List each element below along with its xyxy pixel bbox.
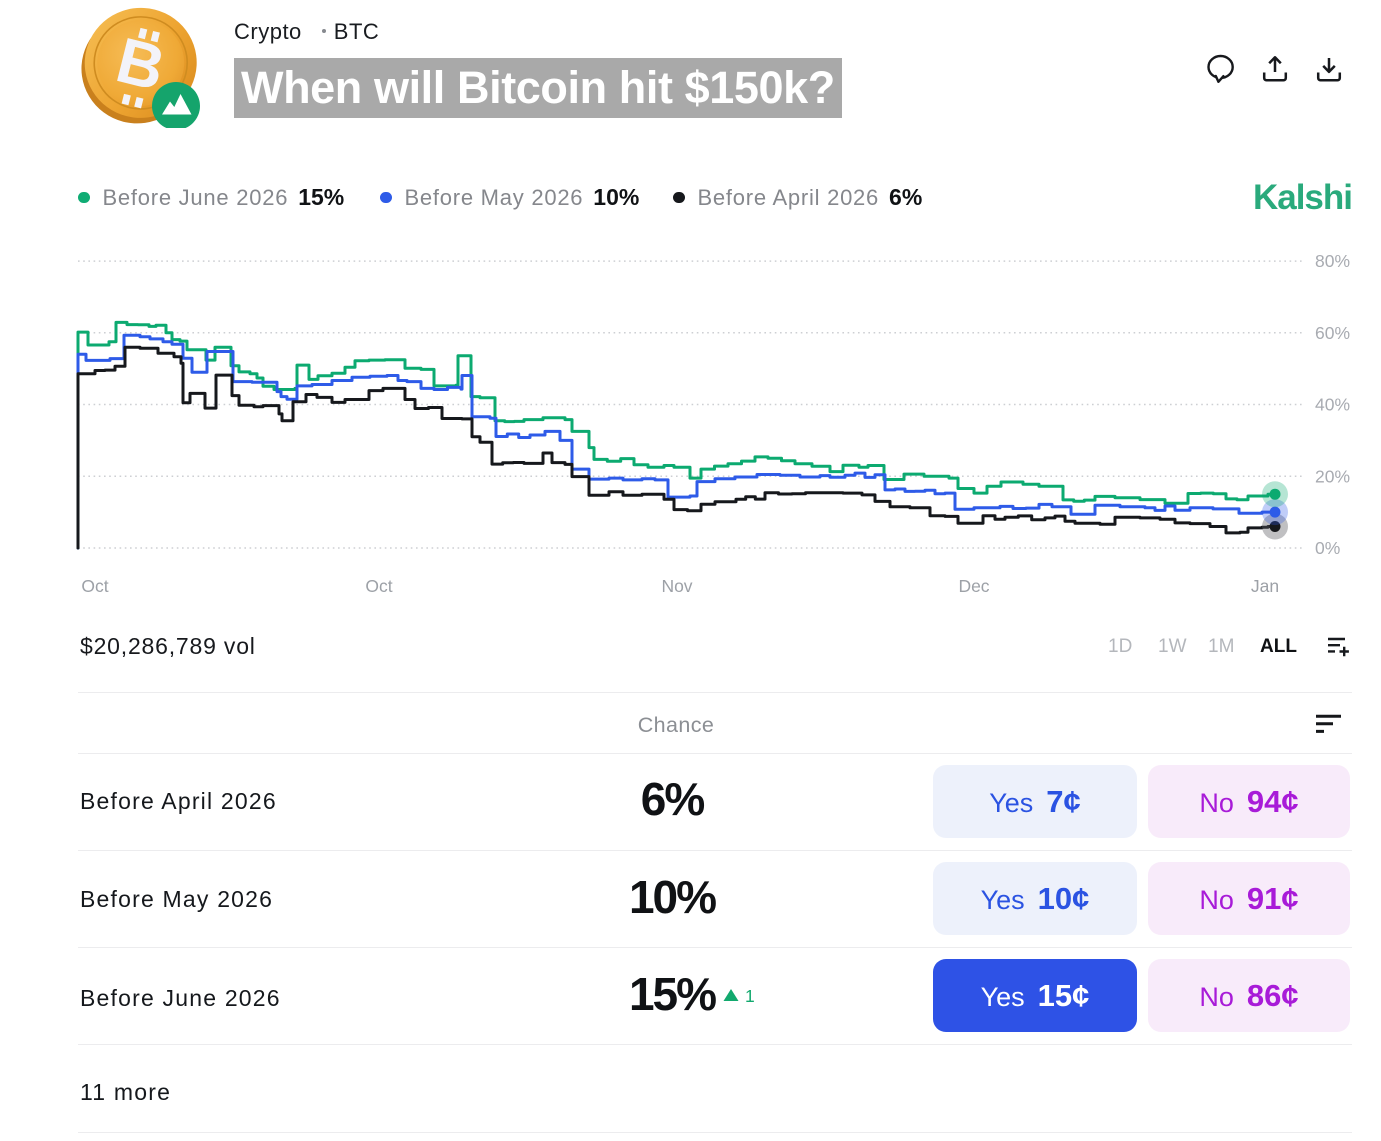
- svg-text:20%: 20%: [1315, 466, 1350, 486]
- svg-text:Dec: Dec: [958, 576, 989, 596]
- svg-text:Jan: Jan: [1251, 576, 1279, 596]
- svg-text:0%: 0%: [1315, 538, 1340, 558]
- svg-text:60%: 60%: [1315, 323, 1350, 343]
- svg-text:Oct: Oct: [365, 576, 392, 596]
- svg-text:80%: 80%: [1315, 251, 1350, 271]
- svg-text:40%: 40%: [1315, 395, 1350, 415]
- svg-text:Nov: Nov: [661, 576, 692, 596]
- svg-text:Oct: Oct: [81, 576, 108, 596]
